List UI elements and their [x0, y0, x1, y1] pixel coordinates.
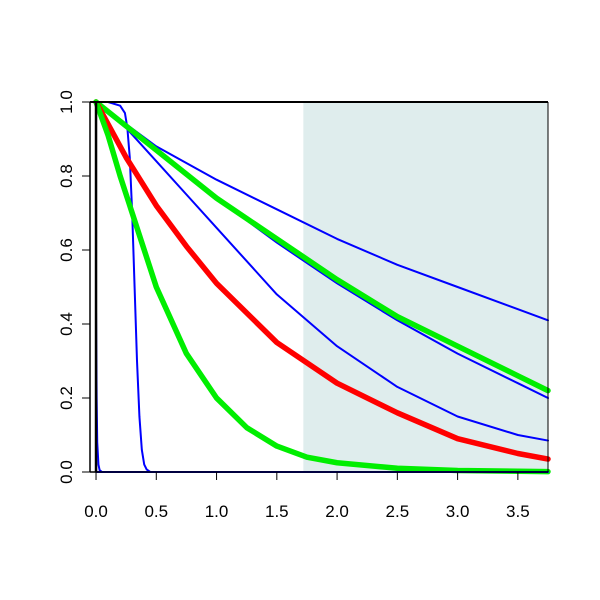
series-line-5	[95, 101, 549, 442]
series-line-2	[95, 101, 158, 473]
series-line-7	[93, 99, 551, 462]
series-line-6	[93, 99, 551, 394]
axes-layer: 0.0 0.5 1.0 1.5 2.0 2.5 3.0 3.5 0.0 0.2 0.4 0.6 0.8 1…	[57, 90, 549, 521]
y-tick-label: 0.8	[57, 164, 76, 188]
y-tick-label: 0.2	[57, 386, 76, 410]
x-tick-label: 0.0	[84, 502, 108, 521]
x-tick-label: 2.0	[325, 502, 349, 521]
x-tick-label: 2.5	[386, 502, 410, 521]
y-tick-label: 1.0	[57, 90, 76, 114]
series-line-3	[95, 101, 549, 322]
series-line-1	[95, 311, 107, 473]
x-tick-label: 3.0	[446, 502, 470, 521]
x-tick-label: 0.5	[144, 502, 168, 521]
x-tick-label: 3.5	[506, 502, 530, 521]
x-tick-label: 1.5	[265, 502, 289, 521]
shaded-region-layer	[303, 102, 548, 472]
x-tick-label: 1.0	[205, 502, 229, 521]
series-line-8	[93, 99, 551, 475]
y-tick-label: 0.0	[57, 460, 76, 484]
shaded-region	[303, 102, 548, 472]
y-tick-label: 0.6	[57, 238, 76, 262]
y-tick-label: 0.4	[57, 312, 76, 336]
series-layer	[93, 99, 551, 475]
